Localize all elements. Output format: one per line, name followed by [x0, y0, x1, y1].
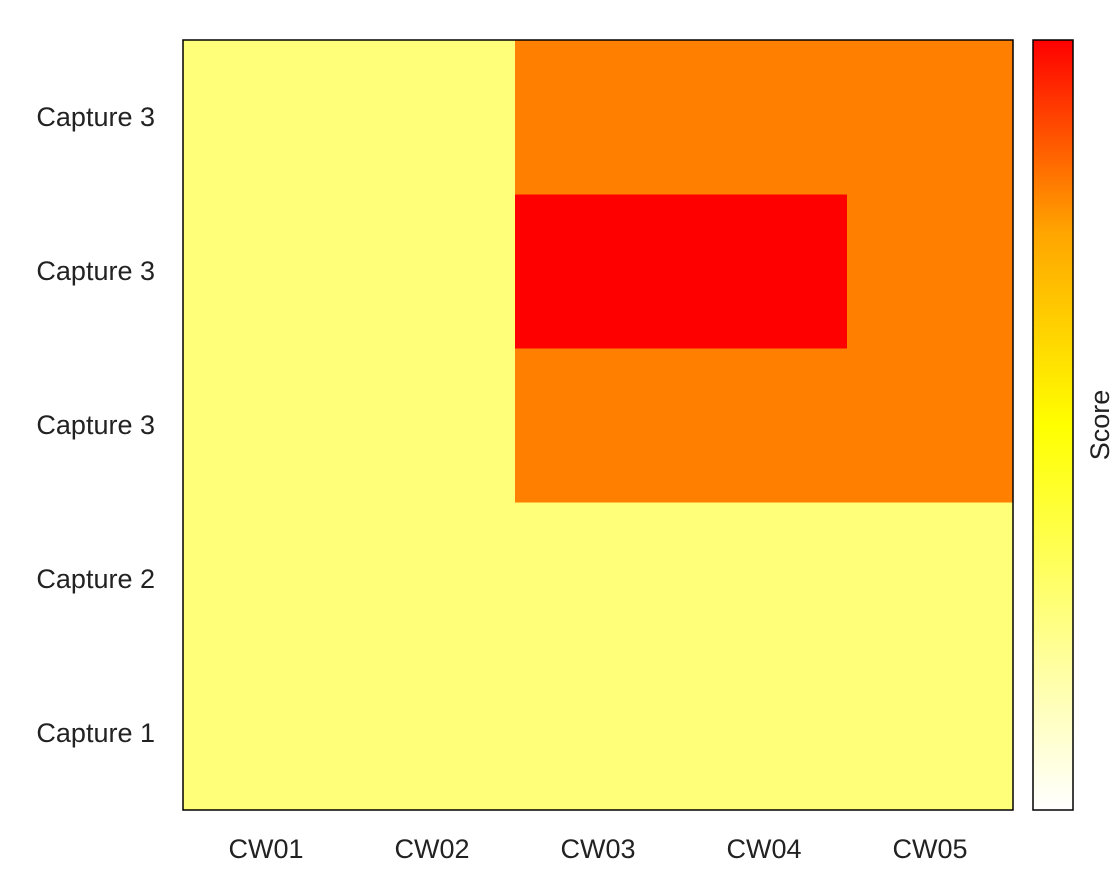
heatmap-cell: [847, 40, 1014, 195]
heatmap-cell: [515, 502, 682, 657]
heatmap-cell: [847, 656, 1014, 811]
heatmap-cell: [515, 348, 682, 503]
x-tick-labels: CW01 CW02 CW03 CW04 CW05: [228, 834, 967, 864]
heatmap-cell: [681, 348, 848, 503]
heatmap-cell: [349, 656, 516, 811]
heatmap-cell: [681, 40, 848, 195]
plot-frame: [182, 39, 1014, 811]
y-tick-label: Capture 1: [36, 718, 155, 748]
y-tick-label: Capture 2: [36, 564, 155, 594]
colorbar: [1032, 39, 1074, 811]
x-tick-label: CW05: [892, 834, 967, 864]
x-tick-label: CW02: [394, 834, 469, 864]
heatmap-cell: [515, 194, 682, 349]
heatmap-cell: [349, 40, 516, 195]
heatmap-cell: [349, 502, 516, 657]
heatmap-cell: [681, 502, 848, 657]
heatmap-cell: [847, 502, 1014, 657]
heatmap-cell: [183, 40, 350, 195]
colorbar-label: Score: [1085, 390, 1115, 461]
x-tick-label: CW04: [726, 834, 801, 864]
x-tick-label: CW01: [228, 834, 303, 864]
heatmap-cell: [349, 348, 516, 503]
y-tick-labels: Capture 1 Capture 2 Capture 3 Capture 3 Capt…: [36, 102, 155, 748]
heatmap-cells: [183, 40, 1014, 811]
y-tick-label: Capture 3: [36, 102, 155, 132]
heatmap-cell: [515, 656, 682, 811]
y-tick-label: Capture 3: [36, 256, 155, 286]
heatmap-cell: [183, 348, 350, 503]
heatmap-cell: [847, 348, 1014, 503]
x-tick-label: CW03: [560, 834, 635, 864]
heatmap-cell: [349, 194, 516, 349]
heatmap-cell: [183, 656, 350, 811]
heatmap-cell: [681, 656, 848, 811]
heatmap-cell: [183, 502, 350, 657]
heatmap-cell: [847, 194, 1014, 349]
heatmap-cell: [183, 194, 350, 349]
y-tick-label: Capture 3: [36, 410, 155, 440]
heatmap-cell: [515, 40, 682, 195]
heatmap-cell: [681, 194, 848, 349]
